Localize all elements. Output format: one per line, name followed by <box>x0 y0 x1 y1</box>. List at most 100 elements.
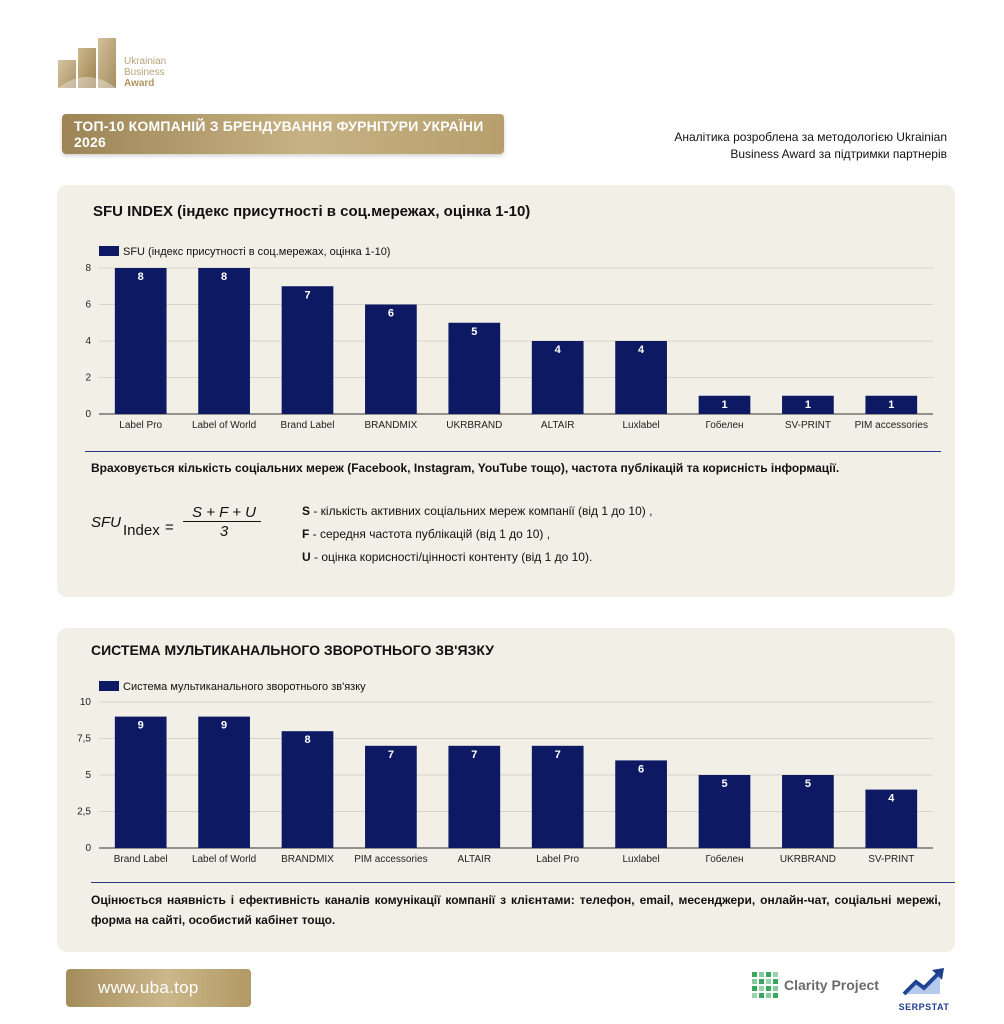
bar-value-label: 7 <box>555 749 561 761</box>
y-tick-label: 8 <box>85 263 91 274</box>
y-tick-label: 5 <box>85 770 91 781</box>
serpstat-logo: SERPSTAT <box>896 966 952 1012</box>
bar <box>114 716 167 848</box>
website-link[interactable]: www.uba.top <box>66 969 251 1007</box>
clarity-project-logo: Clarity Project <box>752 972 879 998</box>
feedback-panel-title: СИСТЕМА МУЛЬТИКАНАЛЬНОГО ЗВОРОТНЬОГО ЗВ'… <box>91 642 494 658</box>
website-url[interactable]: www.uba.top <box>98 978 199 997</box>
x-tick-label: UKRBRAND <box>780 854 836 865</box>
x-tick-label: PIM accessories <box>354 854 427 865</box>
y-tick-label: 6 <box>85 300 91 311</box>
bar-value-label: 5 <box>721 778 727 790</box>
sfu-formula: SFU Index = S + F + U 3 <box>91 502 281 548</box>
legend-label: Система мультиканального зворотнього зв'… <box>123 681 366 693</box>
x-tick-label: Label of World <box>192 854 256 865</box>
y-tick-label: 7,5 <box>77 734 91 745</box>
bar <box>698 395 751 414</box>
bar-value-label: 5 <box>805 778 811 790</box>
bar-value-label: 8 <box>304 734 310 746</box>
bar-value-label: 9 <box>221 720 227 732</box>
bar <box>114 268 167 414</box>
legend-label: SFU (індекс присутності в соц.мережах, о… <box>123 246 390 258</box>
legend-swatch <box>99 681 119 691</box>
clarity-project-name: Clarity Project <box>784 977 879 993</box>
legend-swatch <box>99 246 119 256</box>
bar <box>198 268 250 414</box>
variable-s: S - кількість активних соціальних мереж … <box>302 504 653 518</box>
report-title-banner: ТОП-10 КОМПАНІЙ З БРЕНДУВАННЯ ФУРНІТУРИ … <box>62 114 504 154</box>
report-title: ТОП-10 КОМПАНІЙ З БРЕНДУВАННЯ ФУРНІТУРИ … <box>74 118 484 150</box>
x-tick-label: Label Pro <box>536 854 579 865</box>
divider <box>91 882 955 883</box>
x-tick-label: Luxlabel <box>622 854 659 865</box>
x-tick-label: Гобелен <box>705 853 743 865</box>
bar <box>281 286 334 414</box>
y-tick-label: 2 <box>85 373 91 384</box>
bar-value-label: 1 <box>721 399 727 411</box>
bar-value-label: 6 <box>388 308 394 320</box>
bar <box>531 341 584 414</box>
bar <box>782 775 834 848</box>
bar-value-label: 8 <box>221 271 227 283</box>
bar <box>198 716 250 848</box>
sfu-panel-title: SFU INDEX (індекс присутності в соц.мере… <box>93 203 531 220</box>
x-tick-label: Label Pro <box>119 420 162 431</box>
bar <box>698 775 751 848</box>
y-tick-label: 4 <box>85 336 91 347</box>
methodology-note: Аналітика розроблена за методологією Ukr… <box>674 130 947 161</box>
x-tick-label: UKRBRAND <box>446 420 502 431</box>
bar-value-label: 9 <box>138 720 144 732</box>
bar <box>615 760 667 848</box>
x-tick-label: SV-PRINT <box>868 854 914 865</box>
uba-logo-icon <box>58 38 116 88</box>
bar <box>365 745 417 848</box>
feedback-system-panel: СИСТЕМА МУЛЬТИКАНАЛЬНОГО ЗВОРОТНЬОГО ЗВ'… <box>57 628 955 952</box>
serpstat-name: SERPSTAT <box>898 1002 950 1012</box>
variable-f: F - середня частота публікацій (від 1 до… <box>302 527 551 541</box>
sfu-index-chart: SFU (індекс присутності в соц.мережах, о… <box>85 246 933 431</box>
variable-u: U - оцінка корисності/цінності контенту … <box>302 550 593 564</box>
fraction-line <box>183 521 261 522</box>
x-tick-label: SV-PRINT <box>785 420 831 431</box>
y-tick-label: 0 <box>85 843 91 854</box>
feedback-description: Оцінюється наявність і ефективність кана… <box>91 893 941 927</box>
bar <box>365 304 417 414</box>
sfu-index-panel: SFU INDEX (індекс присутності в соц.мере… <box>57 185 955 597</box>
bar <box>281 731 334 848</box>
x-tick-label: Brand Label <box>114 854 168 865</box>
x-tick-label: PIM accessories <box>855 420 928 431</box>
bar-value-label: 7 <box>304 289 310 301</box>
sfu-description: Враховується кількість соціальних мереж … <box>91 461 840 475</box>
x-tick-label: BRANDMIX <box>281 854 334 865</box>
bar-value-label: 7 <box>471 749 477 761</box>
bar-value-label: 7 <box>388 749 394 761</box>
bar-value-label: 8 <box>138 271 144 283</box>
bar-value-label: 6 <box>638 763 644 775</box>
bar-value-label: 1 <box>888 399 894 411</box>
divider <box>85 451 941 452</box>
bar-value-label: 4 <box>888 793 895 805</box>
ukrainian-business-award-logo: Ukrainian Business Award <box>56 36 186 92</box>
serpstat-chart-icon <box>902 968 944 996</box>
bar <box>865 789 918 848</box>
y-tick-label: 10 <box>80 697 92 708</box>
x-tick-label: ALTAIR <box>541 420 575 431</box>
bar-value-label: 4 <box>638 344 645 356</box>
bar <box>615 341 667 414</box>
bar-value-label: 1 <box>805 399 811 411</box>
bar-value-label: 4 <box>555 344 562 356</box>
x-tick-label: ALTAIR <box>458 854 492 865</box>
x-tick-label: Гобелен <box>705 419 743 431</box>
feedback-system-chart: Система мультиканального зворотнього зв'… <box>77 681 933 865</box>
bar <box>448 322 501 414</box>
bar <box>782 395 834 414</box>
formula-variables: S - кількість активних соціальних мереж … <box>302 500 652 569</box>
x-tick-label: Brand Label <box>281 420 335 431</box>
x-tick-label: Label of World <box>192 420 256 431</box>
logo-text: Ukrainian Business Award <box>124 56 167 89</box>
x-tick-label: Luxlabel <box>622 420 659 431</box>
y-tick-label: 2,5 <box>77 807 91 818</box>
clarity-grid-icon <box>752 972 778 998</box>
bar <box>448 745 501 848</box>
bar <box>531 745 584 848</box>
